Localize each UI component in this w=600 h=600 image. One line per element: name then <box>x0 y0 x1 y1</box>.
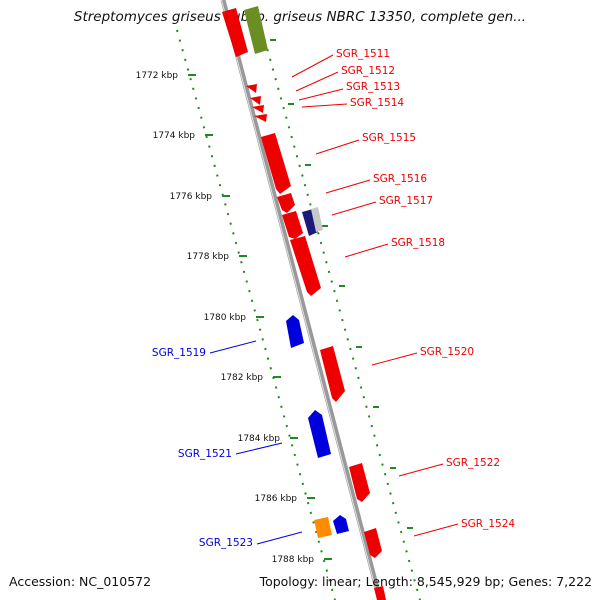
accession-text: Accession: NC_010572 <box>9 574 152 589</box>
gene-label[interactable]: SGR_1520 <box>420 346 474 358</box>
gene-label[interactable]: SGR_1513 <box>346 81 400 93</box>
gene-feature-grey[interactable] <box>311 207 323 232</box>
tick-label-1784: 1784 kbp <box>238 434 281 444</box>
gene-arrow-forward[interactable] <box>282 211 303 239</box>
leader-line <box>298 88 344 101</box>
gene-arrow-forward[interactable] <box>222 8 248 57</box>
sequence-backbone-highlight <box>221 0 379 600</box>
gene-label[interactable]: SGR_1522 <box>446 457 500 469</box>
ruler-ticks: 1772 kbp 1774 kbp 1776 kbp 1778 kbp 1780… <box>136 39 413 565</box>
leader-line <box>413 523 459 537</box>
gene-label[interactable]: SGR_1516 <box>373 173 427 185</box>
gene-label[interactable]: SGR_1511 <box>336 48 390 60</box>
gene-features <box>222 6 386 600</box>
gene-feature-green[interactable] <box>244 6 268 54</box>
tick-label-1778: 1778 kbp <box>187 252 230 262</box>
gene-label[interactable]: SGR_1518 <box>391 237 445 249</box>
leader-line <box>398 463 444 477</box>
leader-line <box>209 340 257 354</box>
leader-line <box>301 103 348 108</box>
ruler-guide-right <box>261 29 421 600</box>
gene-arrow-forward[interactable] <box>254 114 267 122</box>
leader-line <box>235 442 283 455</box>
map-title: Streptomyces griseus subsp. griseus NBRC… <box>73 9 527 25</box>
tick-label-1774: 1774 kbp <box>153 131 196 141</box>
tick-label-1772: 1772 kbp <box>136 71 179 81</box>
gene-label[interactable]: SGR_1521 <box>178 448 232 460</box>
gene-label[interactable]: SGR_1517 <box>379 195 433 207</box>
gene-label[interactable]: SGR_1514 <box>350 97 404 109</box>
leader-line <box>344 243 389 258</box>
leader-line <box>331 201 377 216</box>
tick-label-1782: 1782 kbp <box>221 373 264 383</box>
gene-arrow-reverse[interactable] <box>333 515 349 534</box>
leader-line <box>291 54 334 78</box>
gene-arrow-reverse[interactable] <box>286 315 304 348</box>
gene-labels: SGR_1511 SGR_1512 SGR_1513 SGR_1514 SGR_… <box>152 48 515 549</box>
leader-line <box>256 531 303 545</box>
leader-line <box>325 179 371 194</box>
gene-label[interactable]: SGR_1512 <box>341 65 395 77</box>
genome-summary-text: Topology: linear; Length: 8,545,929 bp; … <box>259 574 592 589</box>
tick-label-1776: 1776 kbp <box>170 192 213 202</box>
gene-arrow-forward[interactable] <box>349 463 370 502</box>
ruler-guide-left <box>176 29 336 600</box>
gene-feature-orange[interactable] <box>314 517 332 538</box>
gene-label[interactable]: SGR_1523 <box>199 537 253 549</box>
gene-arrow-forward[interactable] <box>250 96 261 105</box>
gene-label[interactable]: SGR_1519 <box>152 347 206 359</box>
gene-label[interactable]: SGR_1524 <box>461 518 515 530</box>
tick-label-1788: 1788 kbp <box>272 555 315 565</box>
leader-line <box>315 139 360 155</box>
tick-label-1780: 1780 kbp <box>204 313 247 323</box>
gene-arrow-forward[interactable] <box>364 528 382 558</box>
sequence-backbone <box>220 0 383 600</box>
gene-arrow-forward[interactable] <box>374 586 386 600</box>
leader-line <box>371 352 418 366</box>
gene-arrow-reverse[interactable] <box>308 410 331 458</box>
gene-arrow-forward[interactable] <box>320 346 345 402</box>
leader-line <box>295 71 339 92</box>
label-leaders <box>209 54 459 545</box>
gene-arrow-forward[interactable] <box>290 236 321 296</box>
gene-arrow-forward[interactable] <box>277 193 295 213</box>
gene-arrow-forward[interactable] <box>246 84 257 93</box>
gene-arrow-forward[interactable] <box>252 105 264 113</box>
gene-label[interactable]: SGR_1515 <box>362 132 416 144</box>
gene-arrow-forward[interactable] <box>261 133 291 194</box>
tick-label-1786: 1786 kbp <box>255 494 298 504</box>
